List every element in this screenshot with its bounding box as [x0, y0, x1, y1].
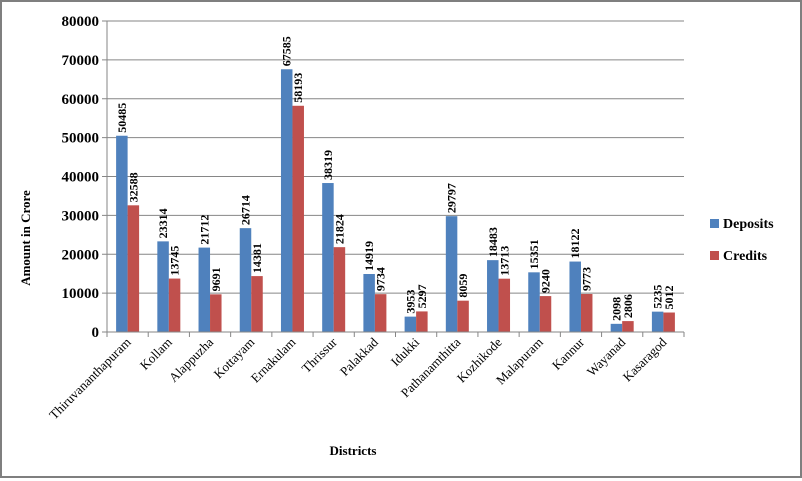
bar-credits — [374, 294, 387, 332]
bar-deposits — [239, 228, 252, 332]
bar-credits — [210, 294, 222, 332]
bar-deposits — [198, 247, 211, 332]
x-tick-label: Palakkad — [337, 334, 382, 379]
data-label-deposits: 21712 — [197, 215, 211, 245]
bar-credits — [539, 296, 552, 332]
data-label-credits: 5012 — [662, 286, 676, 310]
bar-credits — [168, 278, 181, 332]
data-label-deposits: 14919 — [362, 241, 376, 271]
x-tick-label: Kannur — [549, 334, 588, 373]
data-label-deposits: 18122 — [568, 229, 582, 259]
bar-credits — [580, 294, 593, 332]
y-tick-label: 80000 — [62, 14, 100, 30]
legend-label-credits: Credits — [723, 249, 768, 264]
x-tick-label: Kollam — [137, 335, 175, 373]
bar-deposits — [610, 323, 623, 332]
y-tick-label: 20000 — [62, 247, 100, 263]
bar-credits — [292, 105, 304, 332]
data-label-deposits: 29797 — [445, 183, 459, 213]
data-label-credits: 9691 — [209, 267, 223, 291]
bar-deposits — [404, 316, 417, 332]
x-tick-label: Thiruvananthapuram — [46, 335, 134, 423]
data-label-deposits: 26714 — [239, 195, 253, 225]
data-label-deposits: 3953 — [403, 290, 417, 314]
bar-credits — [333, 247, 346, 332]
data-label-deposits: 2098 — [609, 297, 623, 321]
bars — [116, 69, 675, 333]
bar-credits — [663, 312, 675, 332]
data-label-deposits: 5235 — [651, 285, 665, 309]
x-tick-label: Ernakulam — [248, 335, 299, 386]
x-tick-label: Idukki — [388, 334, 423, 369]
bar-deposits — [487, 260, 499, 332]
y-tick-label: 60000 — [62, 92, 100, 108]
bar-credits — [127, 205, 140, 332]
data-label-deposits: 67585 — [280, 36, 294, 66]
bar-deposits — [445, 216, 458, 332]
bar-credits — [498, 278, 511, 332]
data-label-deposits: 38319 — [321, 150, 335, 180]
data-label-credits: 5297 — [415, 284, 429, 308]
bar-credits — [416, 311, 428, 332]
bar-credits — [251, 276, 263, 332]
data-label-credits: 32588 — [126, 172, 140, 202]
data-label-deposits: 50485 — [115, 103, 129, 133]
data-label-credits: 9734 — [374, 267, 388, 291]
bar-deposits — [528, 272, 540, 332]
bar-deposits — [280, 69, 293, 333]
data-label-deposits: 23314 — [156, 208, 170, 238]
data-label-credits: 21824 — [332, 214, 346, 244]
data-label-credits: 9773 — [580, 267, 594, 291]
bar-deposits — [157, 241, 169, 332]
data-label-deposits: 15351 — [527, 239, 541, 269]
legend-label-deposits: Deposits — [723, 217, 774, 232]
bar-deposits — [651, 311, 664, 332]
bar-credits — [457, 300, 469, 332]
y-tick-label: 30000 — [62, 208, 100, 224]
data-label-credits: 58193 — [291, 73, 305, 103]
data-label-credits: 13745 — [168, 246, 182, 276]
bar-deposits — [116, 135, 128, 332]
data-label-credits: 13713 — [497, 246, 511, 276]
x-axis-ticks: Thiruvananthapuram KollamAlappuzhaKottaya… — [46, 332, 685, 423]
y-tick-label: 10000 — [62, 286, 100, 302]
legend-swatch-credits — [710, 251, 719, 260]
data-label-credits: 2806 — [621, 294, 635, 318]
bar-deposits — [322, 183, 334, 332]
bar-deposits — [363, 274, 375, 332]
data-label-credits: 14381 — [250, 243, 264, 273]
y-tick-label: 50000 — [62, 131, 100, 147]
x-axis-title: Districts — [330, 443, 377, 458]
y-tick-label: 40000 — [62, 170, 100, 186]
data-label-credits: 9240 — [539, 269, 553, 293]
gridlines — [107, 20, 684, 294]
legend: Deposits Credits — [710, 217, 774, 264]
y-tick-label: 0 — [92, 325, 100, 341]
data-labels: 50485 23314 21712 26714 67585 38319 14919 3953 2… — [115, 36, 676, 321]
data-label-deposits: 18483 — [486, 227, 500, 257]
bar-credits — [622, 321, 634, 332]
x-tick-label: Alappuzha — [166, 334, 217, 385]
y-tick-label: 70000 — [62, 53, 100, 69]
x-tick-label: Thrissur — [299, 334, 341, 376]
y-axis-ticks: 0 10000 20000 30000 40000 50000 60000 70000 8000… — [62, 14, 107, 341]
y-axis-title: Amount in Crore — [18, 190, 33, 286]
bar-deposits — [569, 261, 581, 332]
x-tick-label: Kasaragod — [620, 334, 670, 384]
data-label-credits: 8059 — [456, 274, 470, 298]
legend-swatch-deposits — [710, 219, 719, 228]
